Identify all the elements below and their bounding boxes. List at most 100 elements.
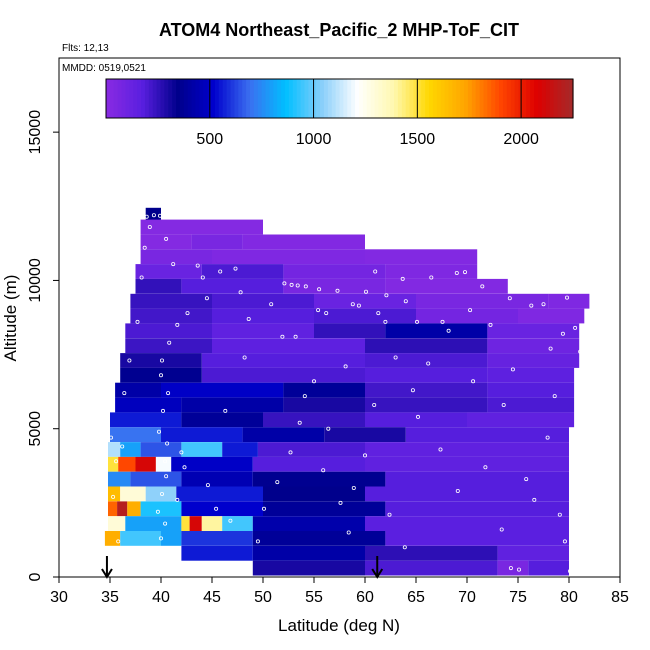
heatmap-cell — [181, 412, 263, 428]
heatmap-cell — [140, 442, 182, 457]
colorbar-swatch — [257, 79, 263, 118]
heatmap-cell — [365, 456, 569, 472]
sample-point — [238, 290, 243, 295]
sample-point — [483, 465, 488, 470]
heatmap-cell — [385, 264, 478, 279]
sample-point — [280, 334, 285, 339]
sample-point — [545, 435, 550, 440]
sample-point — [414, 319, 419, 324]
sample-point — [214, 506, 219, 511]
colorbar-swatch — [144, 79, 150, 118]
sample-point — [175, 497, 180, 502]
heatmap-cell — [487, 323, 580, 339]
sample-point — [159, 491, 164, 496]
sample-point — [295, 283, 300, 288]
colorbar-swatch — [362, 79, 368, 118]
colorbar-swatch — [323, 79, 329, 118]
heatmap-cell — [181, 442, 223, 457]
heatmap-cell — [118, 456, 136, 472]
colorbar-swatch — [183, 79, 189, 118]
heatmap-cell — [135, 264, 202, 279]
x-axis-label: Latitude (deg N) — [278, 616, 400, 635]
sample-point — [501, 402, 506, 407]
colorbar-swatch — [234, 79, 239, 118]
sample-point — [155, 509, 160, 514]
colorbar-swatch — [464, 79, 469, 118]
x-tick-label: 65 — [407, 589, 425, 606]
heatmap-cell — [140, 219, 263, 235]
sample-point — [163, 521, 168, 526]
heatmap-cell — [104, 531, 121, 546]
colorbar-swatch — [522, 79, 527, 118]
x-tick-label: 70 — [458, 589, 476, 606]
sample-point — [373, 269, 378, 274]
sample-point — [524, 477, 529, 482]
sample-point — [573, 325, 578, 330]
heatmap-cell — [385, 471, 569, 487]
colorbar-swatch — [456, 79, 461, 118]
colorbar-swatch — [168, 79, 173, 118]
colorbar-swatch — [304, 79, 309, 118]
sample-point — [122, 391, 127, 396]
colorbar-tick-label: 2000 — [503, 131, 539, 148]
colorbar-swatch — [238, 79, 243, 118]
colorbar-swatch — [172, 79, 177, 118]
heatmap-cell — [155, 456, 172, 472]
heatmap-cell — [365, 382, 488, 398]
colorbar-swatch — [460, 79, 465, 118]
x-tick-label: 50 — [254, 589, 272, 606]
colorbar-swatch — [510, 79, 516, 118]
colorbar-swatch — [211, 79, 216, 118]
colorbar-swatch — [288, 79, 294, 118]
colorbar-swatch — [343, 79, 348, 118]
colorbar-tick-label: 1500 — [400, 131, 436, 148]
heatmap-cell — [181, 397, 284, 413]
colorbar: 500 1000 1500 2000 — [105, 78, 574, 148]
colorbar-swatch — [355, 79, 360, 118]
colorbar-swatch — [335, 79, 341, 118]
heatmap-cell — [108, 486, 121, 502]
colorbar-swatch — [545, 79, 551, 118]
heatmap-cell — [518, 308, 585, 324]
sample-point — [468, 308, 473, 313]
sample-point — [350, 302, 355, 307]
sample-point — [164, 474, 169, 479]
sample-point — [384, 293, 389, 298]
heatmap-cell — [212, 293, 314, 309]
x-tick-label: 40 — [152, 589, 170, 606]
heatmap-cell — [135, 456, 156, 472]
colorbar-swatch — [386, 79, 391, 118]
sample-point — [343, 364, 348, 369]
sample-point — [185, 311, 190, 316]
sample-point — [297, 420, 302, 425]
heatmap-cell — [145, 486, 177, 502]
sample-point — [269, 302, 274, 307]
sample-point — [455, 488, 460, 493]
heatmap-cell — [324, 427, 406, 442]
heatmap-cell — [130, 293, 212, 309]
sample-point — [116, 539, 121, 544]
sample-point — [195, 263, 200, 268]
heatmap-cell — [171, 456, 253, 472]
heatmap-cell — [487, 338, 580, 354]
sample-point — [200, 275, 205, 280]
colorbar-swatch — [378, 79, 383, 118]
sample-point — [429, 275, 434, 280]
sample-point — [363, 289, 368, 294]
colorbar-swatch — [429, 79, 434, 118]
colorbar-swatch — [370, 79, 376, 118]
heatmap-cell — [365, 353, 488, 368]
heatmap-cell — [314, 308, 416, 324]
sample-point — [109, 435, 114, 440]
heatmap-cell — [528, 560, 569, 576]
latitude-arrows — [101, 556, 384, 579]
heatmap-cell — [257, 442, 365, 457]
heatmap-cell — [222, 442, 258, 457]
sample-point — [114, 459, 119, 464]
sample-point — [159, 358, 164, 363]
sample-point — [223, 408, 228, 413]
heatmap-cell — [115, 382, 161, 398]
heatmap-cell — [385, 323, 488, 339]
heatmap-cell — [201, 367, 365, 383]
